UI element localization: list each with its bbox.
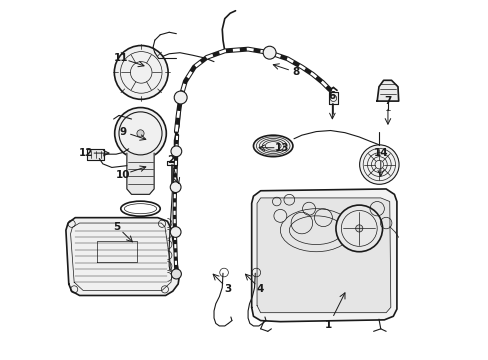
Text: 7: 7: [384, 96, 391, 106]
Circle shape: [335, 205, 382, 252]
Text: 9: 9: [119, 127, 126, 136]
Polygon shape: [167, 161, 176, 165]
Circle shape: [263, 46, 276, 59]
Text: 1: 1: [325, 320, 332, 330]
Polygon shape: [126, 153, 154, 194]
Circle shape: [171, 146, 182, 157]
Text: 12: 12: [79, 148, 93, 158]
Circle shape: [170, 226, 181, 237]
Polygon shape: [328, 92, 337, 104]
Text: 14: 14: [373, 148, 387, 158]
Circle shape: [137, 130, 144, 137]
Circle shape: [170, 182, 181, 193]
Text: 2: 2: [167, 155, 174, 165]
Circle shape: [359, 145, 398, 184]
Text: 13: 13: [274, 143, 289, 153]
Circle shape: [114, 45, 168, 99]
Text: 6: 6: [328, 91, 335, 101]
Circle shape: [355, 225, 362, 232]
Text: 5: 5: [113, 222, 121, 231]
Text: 4: 4: [256, 284, 264, 294]
Polygon shape: [251, 189, 396, 321]
Circle shape: [174, 91, 187, 104]
Circle shape: [273, 210, 286, 222]
Text: 10: 10: [115, 170, 129, 180]
Text: 11: 11: [113, 53, 128, 63]
Circle shape: [171, 269, 181, 279]
Polygon shape: [257, 198, 390, 313]
Circle shape: [115, 108, 166, 159]
Text: 3: 3: [224, 284, 231, 294]
Text: 8: 8: [292, 67, 300, 77]
Polygon shape: [87, 149, 103, 159]
Ellipse shape: [253, 135, 292, 157]
Polygon shape: [376, 80, 398, 101]
Polygon shape: [66, 218, 179, 296]
